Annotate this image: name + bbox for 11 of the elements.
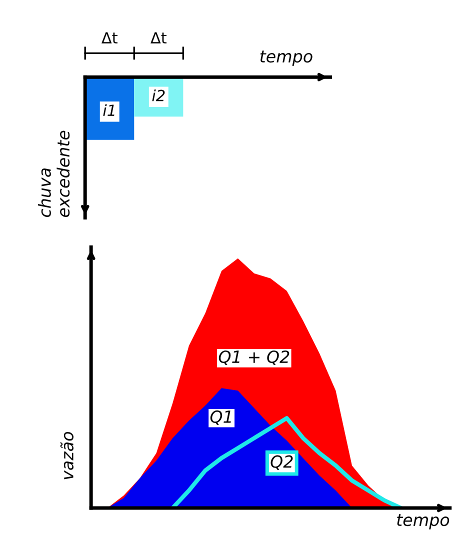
- series-label: Q1 + Q2: [218, 350, 290, 365]
- annotation: i2: [152, 89, 165, 102]
- x-tick-label: Δt: [102, 32, 118, 44]
- y-axis-title: vazão: [60, 432, 74, 480]
- y-axis-title: chuva excedente: [38, 130, 70, 217]
- series-label: Q2: [270, 455, 293, 470]
- x-axis-title: tempo: [260, 50, 312, 66]
- x-tick-label: Δt: [150, 32, 167, 44]
- x-axis-title: tempo: [397, 514, 450, 530]
- annotation: i1: [103, 104, 114, 116]
- series-label: Q1: [210, 410, 231, 425]
